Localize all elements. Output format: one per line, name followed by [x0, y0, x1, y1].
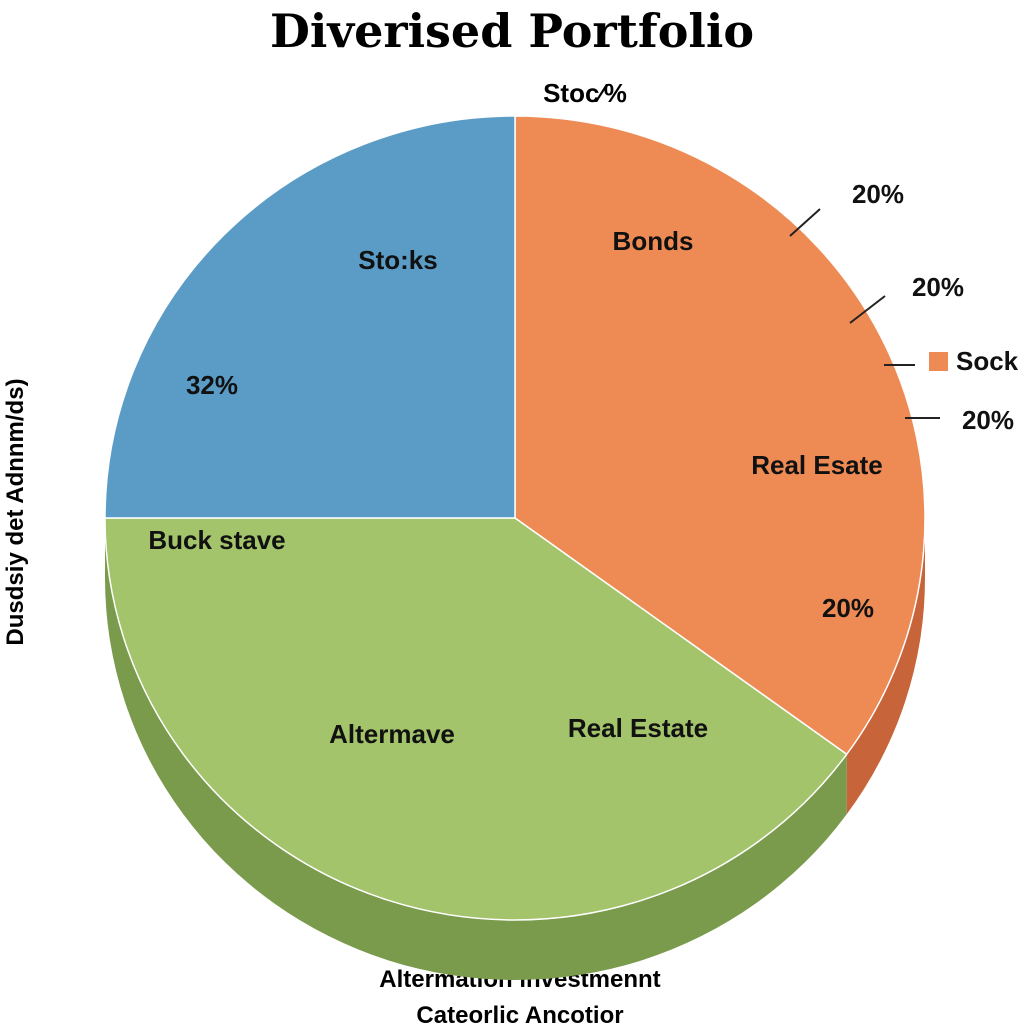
inner-label-2: Buck stave — [148, 525, 285, 555]
inner-label-5: 20% — [822, 593, 874, 623]
inner-label-3: Bonds — [613, 226, 694, 256]
pie-slices — [104, 115, 926, 921]
chart-title: Diverised Portfolio — [269, 4, 755, 58]
outer-label-0: 20% — [852, 179, 904, 209]
inner-label-0: Sto:ks — [358, 245, 437, 275]
inner-label-1: 32% — [186, 370, 238, 400]
pie-side-0 — [846, 518, 925, 815]
pie-slice-1 — [104, 517, 848, 921]
inner-label-7: Real Estate — [568, 713, 708, 743]
outer-label-2: 20% — [962, 405, 1014, 435]
top-label: Stoc⁄% — [543, 78, 627, 108]
pie-side-1 — [105, 518, 847, 980]
inner-label-6: Altermave — [329, 719, 455, 749]
pie-sides — [105, 518, 925, 980]
outer-label-1: 20% — [912, 272, 964, 302]
inner-label-4: Real Esate — [751, 450, 883, 480]
leader-line-1 — [849, 295, 886, 324]
pie-slice-2 — [104, 115, 516, 519]
legend-swatch-0 — [929, 352, 948, 371]
leader-line-0 — [789, 208, 821, 237]
legend-label-0: Sock — [956, 346, 1019, 376]
pie-slice-0 — [514, 115, 926, 756]
